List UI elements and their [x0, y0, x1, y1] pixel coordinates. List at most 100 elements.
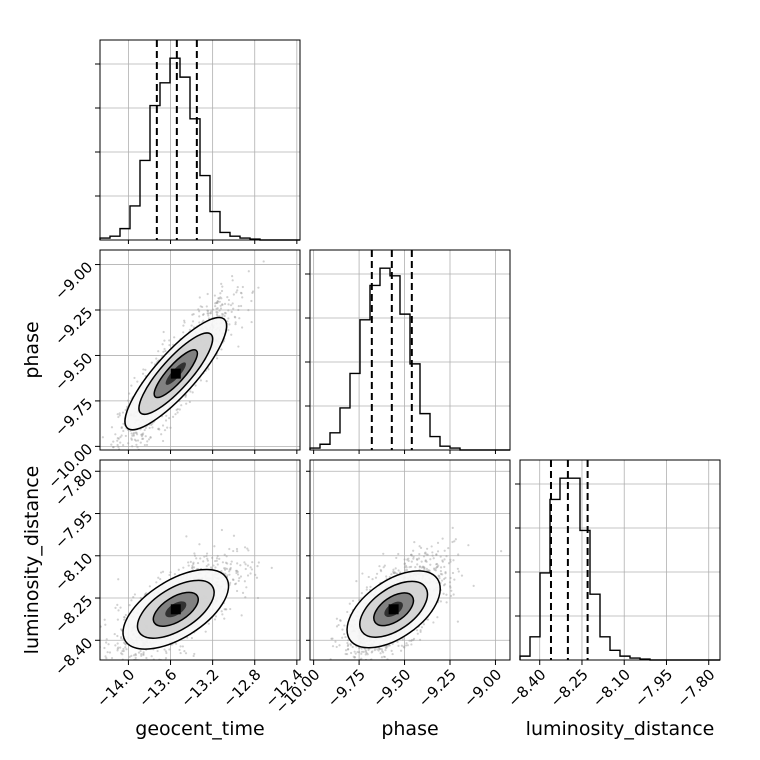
scatter-point: [416, 632, 419, 635]
scatter-point: [207, 312, 210, 315]
scatter-point: [240, 326, 244, 329]
scatter-point: [239, 575, 243, 578]
scatter-point: [337, 623, 340, 627]
scatter-point: [216, 307, 219, 310]
scatter-point: [198, 543, 201, 546]
scatter-point: [127, 442, 130, 445]
scatter-point: [236, 286, 239, 289]
scatter-point: [191, 320, 195, 323]
y-axis-label-phase: phase: [21, 321, 43, 378]
scatter-point: [236, 562, 239, 565]
scatter-point: [116, 634, 119, 638]
scatter-point: [149, 435, 152, 439]
scatter-point: [148, 585, 151, 588]
scatter-point: [457, 553, 460, 556]
scatter-point: [388, 644, 391, 647]
scatter-point: [396, 640, 399, 643]
scatter-point: [168, 339, 171, 342]
scatter-point: [239, 304, 243, 308]
scatter-point: [112, 445, 115, 449]
scatter-point: [215, 301, 218, 305]
scatter-point: [223, 608, 226, 611]
scatter-point: [360, 657, 363, 660]
scatter-point: [435, 566, 438, 569]
scatter-point: [114, 433, 117, 436]
scatter-point: [128, 604, 131, 607]
scatter-point: [136, 439, 140, 442]
scatter-point: [140, 435, 144, 438]
scatter-point: [132, 596, 135, 599]
scatter-point: [360, 652, 363, 655]
scatter-point: [193, 552, 196, 555]
scatter-point: [139, 441, 142, 444]
scatter-point: [417, 557, 421, 560]
scatter-point: [425, 553, 428, 556]
scatter-point: [382, 552, 385, 555]
x-axis-label-luminosity_distance: luminosity_distance: [526, 718, 715, 740]
scatter-point: [198, 315, 201, 318]
scatter-point: [224, 572, 227, 575]
scatter-point: [412, 549, 415, 552]
scatter-point: [223, 553, 226, 556]
scatter-point: [146, 440, 149, 443]
scatter-point: [452, 559, 455, 562]
scatter-point: [145, 443, 149, 447]
scatter-point: [422, 565, 425, 568]
histogram-step: [99, 57, 300, 241]
scatter-point: [397, 644, 400, 647]
scatter-point: [124, 646, 127, 649]
scatter-point: [120, 426, 123, 430]
scatter-point: [257, 561, 260, 564]
scatter-point: [406, 644, 409, 647]
scatter-point: [378, 647, 381, 650]
scatter-point: [405, 642, 408, 645]
panels-layer: [95, 39, 721, 661]
scatter-point: [419, 630, 422, 633]
histogram-step: [309, 267, 510, 451]
scatter-point: [182, 566, 185, 569]
scatter-point: [215, 559, 218, 562]
scatter-point: [457, 570, 460, 573]
scatter-point: [122, 641, 126, 644]
scatter-point: [331, 645, 335, 648]
scatter-point: [437, 574, 440, 577]
scatter-point: [162, 330, 165, 334]
scatter-point: [345, 652, 349, 656]
scatter-point: [341, 636, 344, 639]
scatter-point: [409, 553, 413, 556]
scatter-point: [237, 345, 240, 348]
scatter-point: [429, 558, 432, 561]
scatter-point: [240, 614, 243, 617]
scatter-point: [429, 563, 432, 566]
scatter-point: [391, 652, 394, 656]
scatter-point: [191, 313, 194, 316]
scatter-point: [445, 601, 448, 604]
scatter-point: [246, 564, 250, 567]
scatter-point: [216, 554, 219, 558]
scatter-point: [131, 445, 134, 448]
scatter-point: [226, 295, 229, 299]
scatter-point: [410, 554, 413, 557]
scatter-point: [424, 559, 427, 562]
scatter-point: [362, 650, 365, 653]
panel-frame: [99, 459, 301, 661]
scatter-point: [128, 392, 131, 395]
scatter-point: [139, 649, 142, 653]
scatter-point: [205, 305, 208, 308]
scatter-point: [198, 310, 201, 313]
scatter-point: [165, 414, 168, 417]
scatter-point: [161, 439, 165, 443]
scatter-point: [147, 438, 151, 441]
scatter-point: [213, 545, 216, 548]
scatter-point: [226, 574, 229, 577]
scatter-point: [150, 655, 153, 658]
scatter-point: [375, 572, 379, 575]
scatter-point: [399, 571, 402, 574]
scatter-point: [438, 576, 441, 580]
scatter-point: [132, 431, 136, 435]
scatter-point: [422, 566, 426, 569]
scatter-point: [220, 282, 223, 285]
scatter-point: [206, 292, 209, 296]
scatter-point: [443, 583, 447, 586]
scatter-point: [364, 649, 367, 652]
